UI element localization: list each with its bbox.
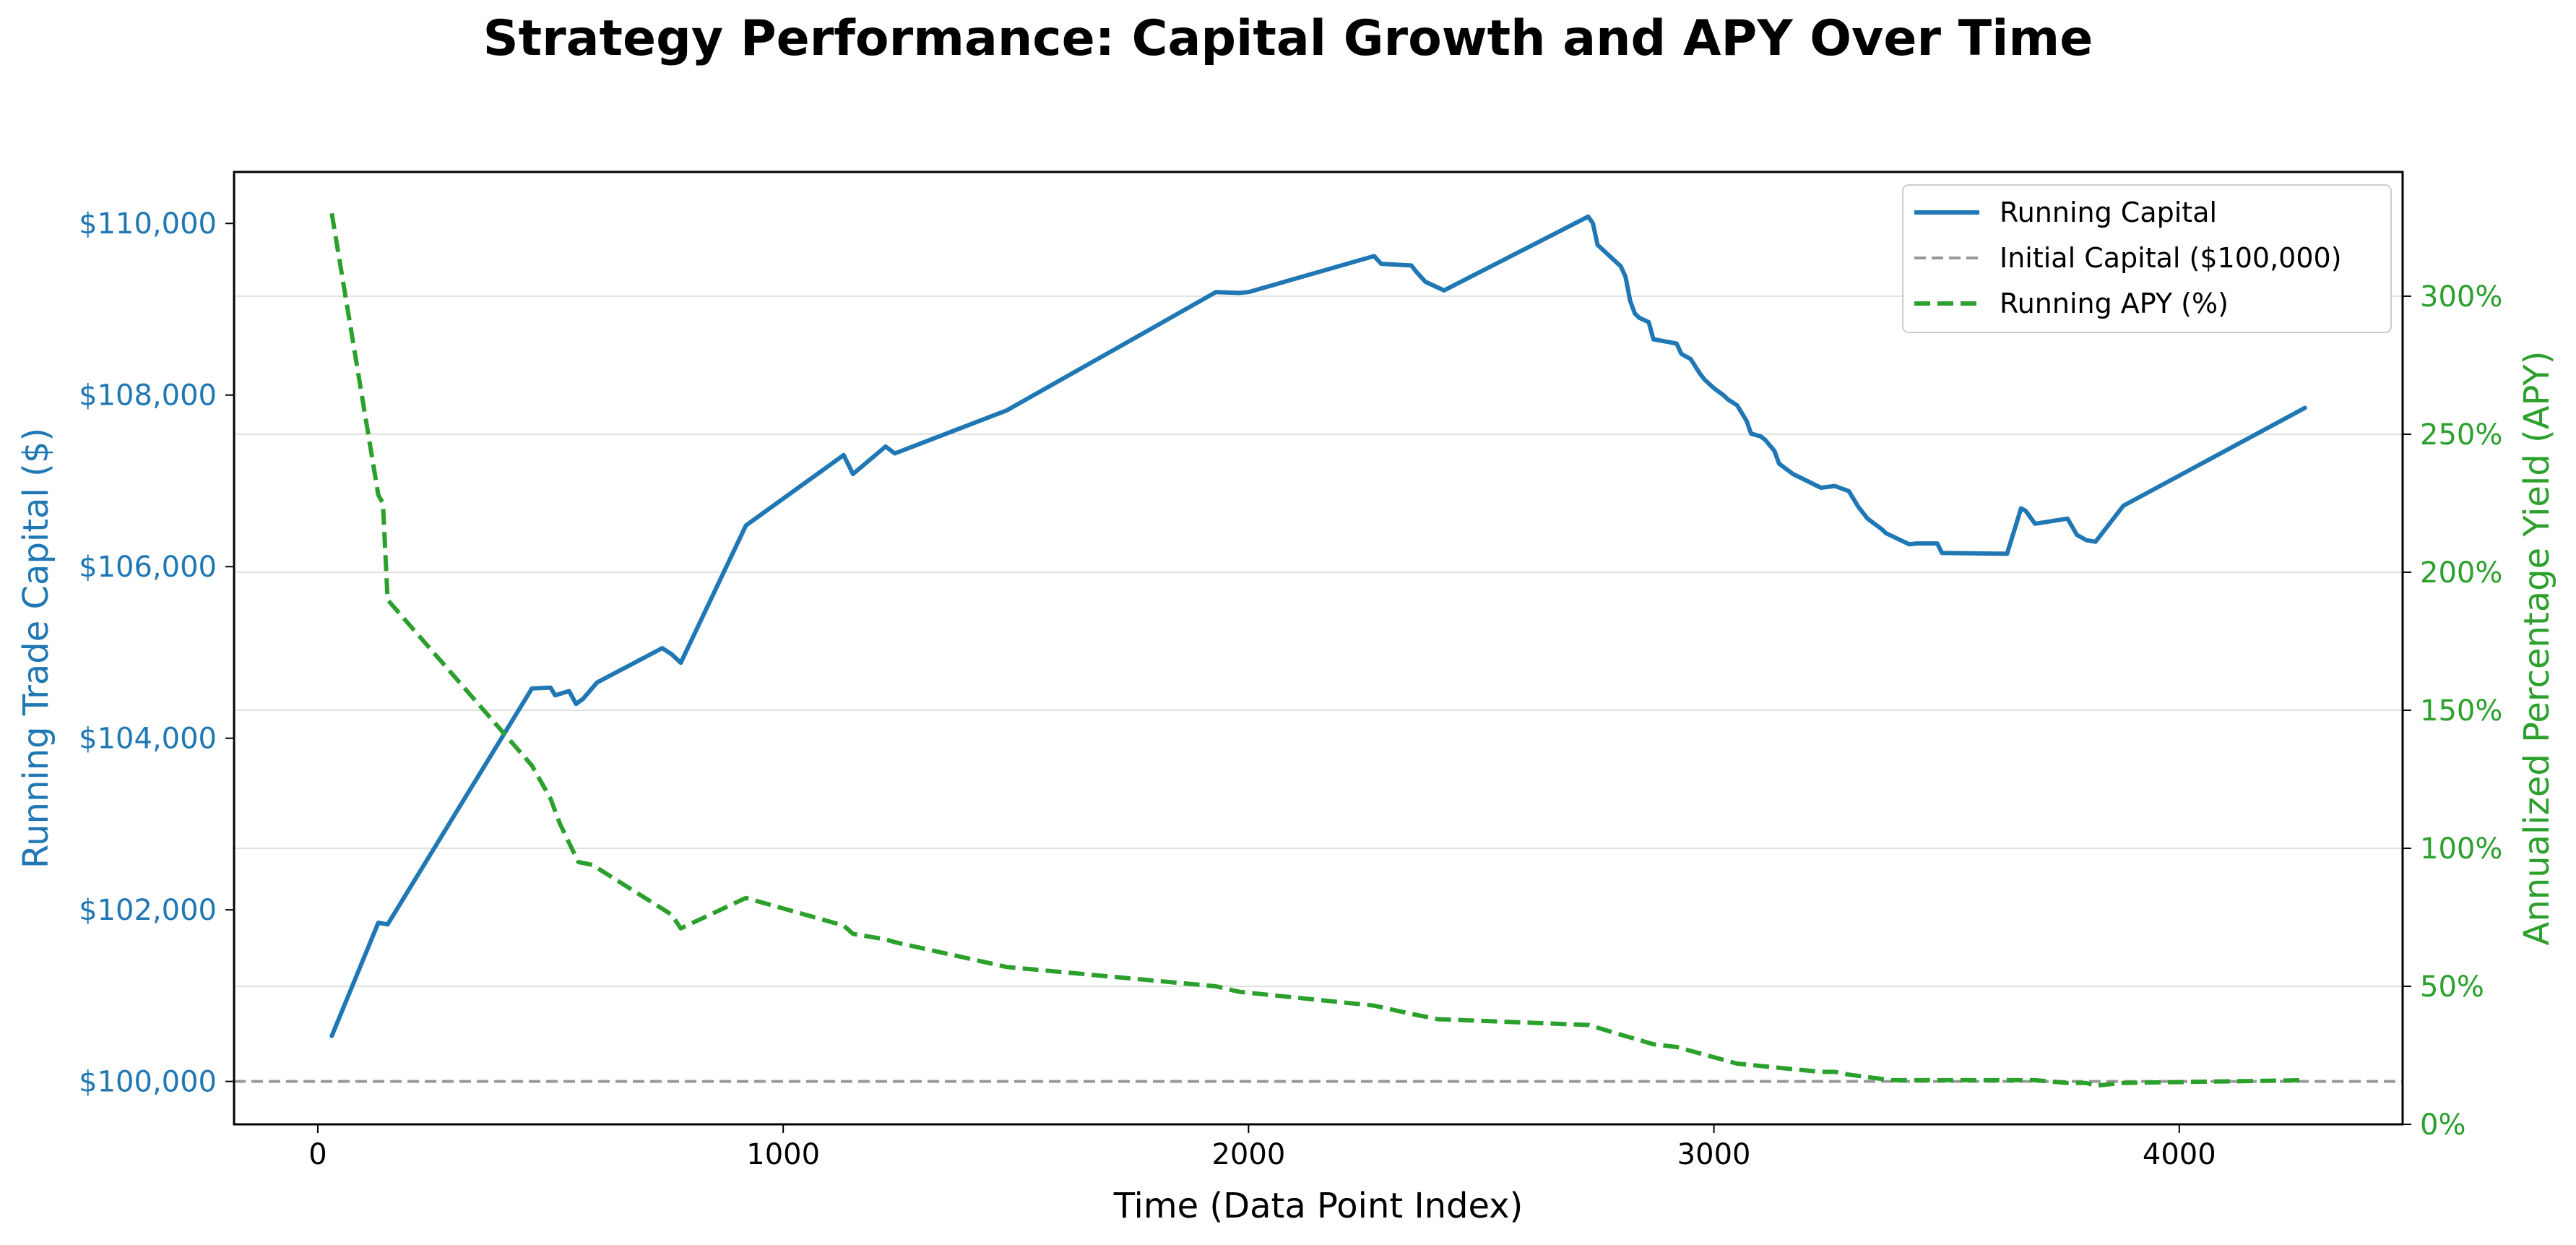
grid-layer bbox=[234, 295, 2403, 987]
y-axis-right-label: Annualized Percentage Yield (APY) bbox=[2517, 351, 2557, 946]
legend-box bbox=[1902, 184, 2392, 333]
y-right-tick-label: 250% bbox=[2420, 418, 2502, 452]
y-right-tick-label: 200% bbox=[2420, 556, 2502, 590]
x-axis-label: Time (Data Point Index) bbox=[1113, 1186, 1523, 1226]
x-tick-label: 2000 bbox=[1211, 1138, 1285, 1171]
legend-label-running-apy: Running APY (%) bbox=[2000, 288, 2229, 319]
y-left-tick-label: $108,000 bbox=[79, 379, 217, 413]
x-tick-label: 3000 bbox=[1677, 1138, 1751, 1171]
legend: Running Capital Initial Capital ($100,00… bbox=[1902, 184, 2392, 333]
x-tick-label: 1000 bbox=[746, 1138, 820, 1171]
y-left-tick-label: $104,000 bbox=[79, 723, 217, 756]
x-tick-label: 0 bbox=[308, 1138, 327, 1171]
chart-title: Strategy Performance: Capital Growth and… bbox=[483, 10, 2093, 67]
y-left-tick-label: $106,000 bbox=[79, 551, 217, 584]
axes-layer: 0 1000 2000 3000 4000 $100,000 $102,000 $104,00… bbox=[79, 207, 2502, 1171]
x-tick-label: 4000 bbox=[2143, 1138, 2216, 1171]
series-line-running-apy bbox=[329, 212, 2305, 1088]
y-left-tick-label: $102,000 bbox=[79, 894, 217, 927]
legend-label-running-capital: Running Capital bbox=[2000, 197, 2217, 228]
y-axis-left-label: Running Trade Capital ($) bbox=[16, 428, 56, 869]
y-right-tick-label: 100% bbox=[2420, 832, 2502, 866]
legend-label-initial-capital: Initial Capital ($100,000) bbox=[2000, 242, 2342, 274]
y-left-tick-label: $100,000 bbox=[79, 1066, 217, 1099]
y-right-tick-label: 300% bbox=[2420, 280, 2502, 314]
y-right-tick-label: 0% bbox=[2420, 1108, 2465, 1142]
y-right-tick-label: 50% bbox=[2420, 970, 2484, 1004]
plot-frame bbox=[233, 171, 2404, 1126]
y-left-tick-label: $110,000 bbox=[79, 207, 217, 241]
series-line-running-capital bbox=[329, 214, 2307, 1038]
data-layer bbox=[234, 212, 2403, 1088]
y-right-tick-label: 150% bbox=[2420, 694, 2502, 728]
